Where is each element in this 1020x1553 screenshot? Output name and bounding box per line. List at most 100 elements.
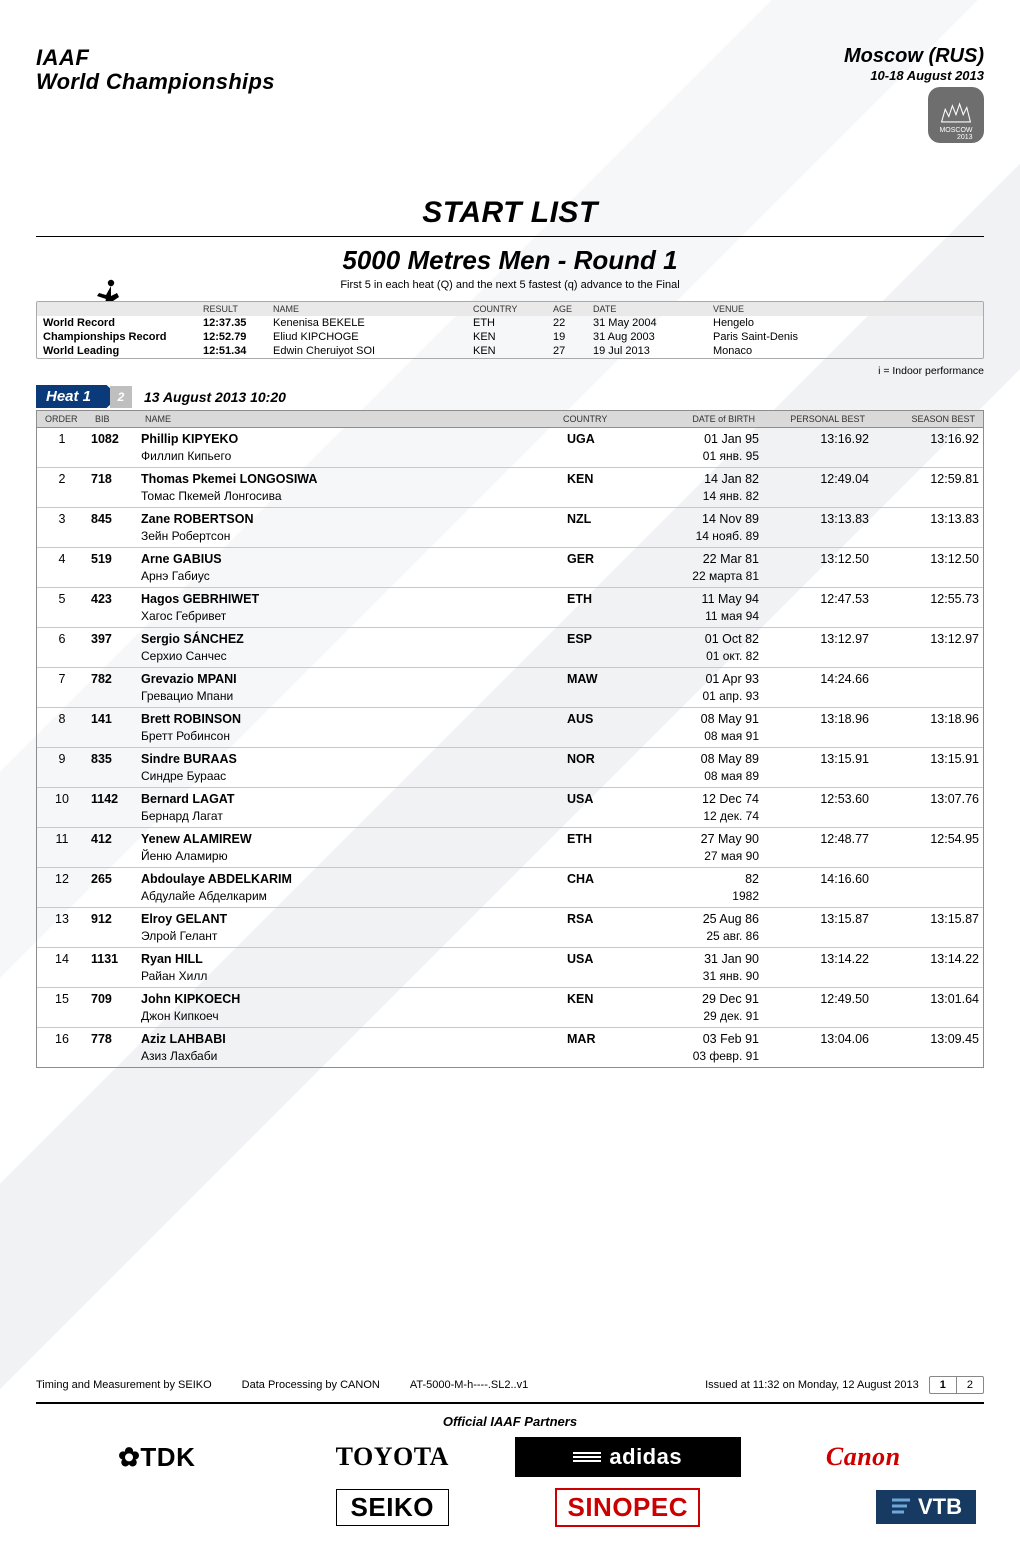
col-age: AGE: [553, 304, 593, 314]
athlete-order: 1: [37, 428, 87, 449]
page-chip: 1 2: [929, 1376, 984, 1394]
athlete-bib: 709: [87, 988, 137, 1009]
record-country: KEN: [473, 345, 553, 357]
athlete-row: 9 835 Sindre BURAAS NOR 08 May 89 13:15.…: [37, 748, 983, 788]
athlete-row: 2 718 Thomas Pkemei LONGOSIWA KEN 14 Jan…: [37, 468, 983, 508]
athlete-pb: 13:15.91: [763, 748, 873, 769]
athlete-bib: 519: [87, 548, 137, 569]
athlete-name: Ryan HILL: [137, 948, 563, 969]
athlete-sb: 12:54.95: [873, 828, 983, 849]
athlete-dob-alt: 03 февр. 91: [653, 1049, 763, 1067]
records-table: RESULT NAME COUNTRY AGE DATE VENUE World…: [36, 301, 984, 359]
athlete-translit: Райан Хилл: [137, 969, 563, 987]
athlete-row: 1 1082 Phillip KIPYEKO UGA 01 Jan 95 13:…: [37, 428, 983, 468]
athlete-row: 13 912 Elroy GELANT RSA 25 Aug 86 13:15.…: [37, 908, 983, 948]
athlete-translit: Бернард Лагат: [137, 809, 563, 827]
record-age: 22: [553, 317, 593, 329]
athlete-country: NZL: [563, 508, 653, 529]
org-line2: World Championships: [36, 69, 275, 95]
athlete-dob: 14 Jan 82: [653, 468, 763, 489]
record-label: World Leading: [43, 345, 203, 357]
athlete-dob-alt: 14 нояб. 89: [653, 529, 763, 547]
records-header: RESULT NAME COUNTRY AGE DATE VENUE: [37, 302, 983, 316]
athlete-dob: 12 Dec 74: [653, 788, 763, 809]
athlete-order: 8: [37, 708, 87, 729]
record-venue: Monaco: [713, 345, 977, 357]
athlete-sb: 13:13.83: [873, 508, 983, 529]
athlete-name: Sindre BURAAS: [137, 748, 563, 769]
athlete-row: 4 519 Arne GABIUS GER 22 Mar 81 13:12.50…: [37, 548, 983, 588]
athlete-country: RSA: [563, 908, 653, 929]
athlete-dob: 31 Jan 90: [653, 948, 763, 969]
athlete-translit: Серхио Санчес: [137, 649, 563, 667]
athlete-country: CHA: [563, 868, 653, 889]
athlete-dob-alt: 01 апр. 93: [653, 689, 763, 707]
athlete-name: Zane ROBERTSON: [137, 508, 563, 529]
athlete-country: KEN: [563, 988, 653, 1009]
record-row: Championships Record 12:52.79 Eliud KIPC…: [37, 330, 983, 344]
athlete-sb: 13:14.22: [873, 948, 983, 969]
athlete-name: Grevazio MPANI: [137, 668, 563, 689]
athlete-translit: Азиз Лахбаби: [137, 1049, 563, 1067]
record-result: 12:51.34: [203, 345, 273, 357]
title-rule: [36, 236, 984, 237]
athlete-country: MAR: [563, 1028, 653, 1049]
col-name: NAME: [273, 304, 473, 314]
record-label: Championships Record: [43, 331, 203, 343]
athlete-name: Abdoulaye ABDELKARIM: [137, 868, 563, 889]
record-date: 31 Aug 2003: [593, 331, 713, 343]
athlete-dob-alt: 29 дек. 91: [653, 1009, 763, 1027]
athlete-dob: 27 May 90: [653, 828, 763, 849]
athlete-country: ETH: [563, 828, 653, 849]
athlete-dob: 08 May 91: [653, 708, 763, 729]
athlete-row: 16 778 Aziz LAHBABI MAR 03 Feb 91 13:04.…: [37, 1028, 983, 1067]
athlete-country: KEN: [563, 468, 653, 489]
header-right: Moscow (RUS) 10-18 August 2013 MOSCOW201…: [844, 45, 984, 143]
athlete-order: 9: [37, 748, 87, 769]
athlete-sb: 13:09.45: [873, 1028, 983, 1049]
athlete-sb: 13:12.50: [873, 548, 983, 569]
athlete-name: Hagos GEBRHIWET: [137, 588, 563, 609]
issued-text: Issued at 11:32 on Monday, 12 August 201…: [705, 1379, 919, 1391]
record-date: 31 May 2004: [593, 317, 713, 329]
col-athlete-country: COUNTRY: [559, 414, 649, 424]
athlete-bib: 265: [87, 868, 137, 889]
athlete-name: Elroy GELANT: [137, 908, 563, 929]
record-row: World Leading 12:51.34 Edwin Cheruiyot S…: [37, 344, 983, 358]
athlete-order: 10: [37, 788, 87, 809]
col-order: ORDER: [41, 414, 91, 424]
athlete-name: Sergio SÁNCHEZ: [137, 628, 563, 649]
athlete-country: AUS: [563, 708, 653, 729]
athlete-pb: 13:15.87: [763, 908, 873, 929]
athlete-name: Thomas Pkemei LONGOSIWA: [137, 468, 563, 489]
athlete-row: 6 397 Sergio SÁNCHEZ ESP 01 Oct 82 13:12…: [37, 628, 983, 668]
athlete-bib: 845: [87, 508, 137, 529]
col-dob: DATE of BIRTH: [649, 414, 759, 424]
col-bib: BIB: [91, 414, 141, 424]
header-left: IAAF World Championships: [36, 45, 275, 95]
athlete-dob-alt: 25 авг. 86: [653, 929, 763, 947]
athlete-translit: Бретт Робинсон: [137, 729, 563, 747]
record-result: 12:37.35: [203, 317, 273, 329]
athlete-country: NOR: [563, 748, 653, 769]
athlete-country: GER: [563, 548, 653, 569]
athlete-order: 4: [37, 548, 87, 569]
athlete-pb: 13:18.96: [763, 708, 873, 729]
athlete-bib: 1142: [87, 788, 137, 809]
athlete-bib: 412: [87, 828, 137, 849]
athlete-bib: 835: [87, 748, 137, 769]
athlete-sb: 12:55.73: [873, 588, 983, 609]
event-title: 5000 Metres Men - Round 1: [36, 245, 984, 276]
moscow-logo-text: MOSCOW2013: [939, 127, 972, 141]
athlete-bib: 1082: [87, 428, 137, 449]
athlete-order: 5: [37, 588, 87, 609]
record-label: World Record: [43, 317, 203, 329]
athlete-dob-alt: 08 мая 89: [653, 769, 763, 787]
athlete-dob-alt: 08 мая 91: [653, 729, 763, 747]
athlete-translit: Йеню Аламирю: [137, 849, 563, 867]
athlete-dob-alt: 01 янв. 95: [653, 449, 763, 467]
athlete-row: 10 1142 Bernard LAGAT USA 12 Dec 74 12:5…: [37, 788, 983, 828]
header: IAAF World Championships Moscow (RUS) 10…: [36, 45, 984, 143]
athlete-name: John KIPKOECH: [137, 988, 563, 1009]
processing-credit: Data Processing by CANON: [242, 1379, 380, 1391]
